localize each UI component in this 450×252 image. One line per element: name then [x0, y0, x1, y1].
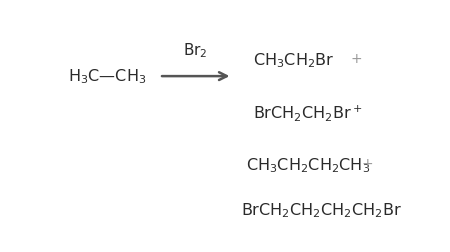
Text: +: + — [361, 156, 373, 170]
Text: CH$_3$CH$_2$Br: CH$_3$CH$_2$Br — [253, 51, 335, 70]
Text: BrCH$_2$CH$_2$Br$^+$: BrCH$_2$CH$_2$Br$^+$ — [253, 103, 363, 123]
Text: H$_3$C—CH$_3$: H$_3$C—CH$_3$ — [68, 68, 146, 86]
Text: CH$_3$CH$_2$CH$_2$CH$_3$: CH$_3$CH$_2$CH$_2$CH$_3$ — [246, 156, 371, 174]
Text: +: + — [351, 51, 363, 65]
Text: Br$_2$: Br$_2$ — [184, 41, 208, 59]
Text: BrCH$_2$CH$_2$CH$_2$CH$_2$Br: BrCH$_2$CH$_2$CH$_2$CH$_2$Br — [241, 200, 402, 219]
